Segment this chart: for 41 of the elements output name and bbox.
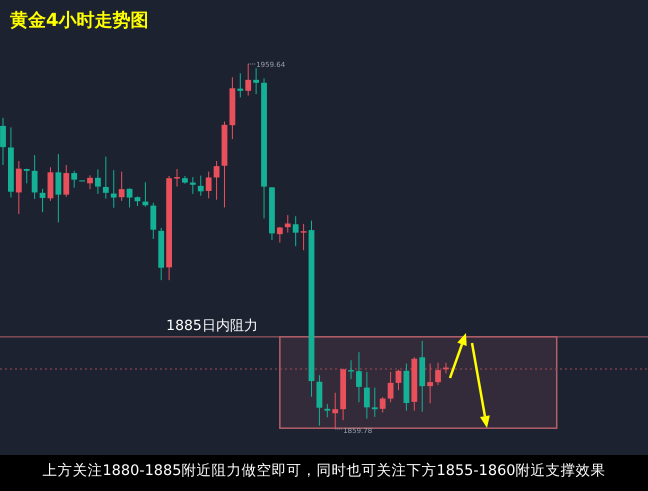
- candlestick: [24, 168, 30, 184]
- candlestick: [32, 154, 38, 200]
- ref-line-label: 1885日内阻力: [166, 318, 258, 334]
- candlestick: [396, 369, 402, 391]
- chart-title: 黄金4小时走势图: [9, 10, 149, 31]
- candlestick: [110, 170, 117, 208]
- candlestick: [292, 216, 299, 247]
- candlestick: [253, 68, 260, 95]
- candlestick: [55, 154, 62, 223]
- candlestick: [190, 176, 196, 194]
- candlestick: [435, 362, 441, 386]
- candlestick: [348, 360, 354, 380]
- candlestick: [332, 392, 338, 430]
- candlestick: [71, 170, 78, 188]
- candlestick: [198, 175, 204, 196]
- candlestick: [118, 171, 125, 202]
- candlestick: [0, 117, 6, 166]
- candlestick: [427, 363, 434, 404]
- candlestick: [40, 188, 46, 213]
- candlestick: [276, 226, 283, 244]
- candlestick: [388, 371, 394, 403]
- candlestick: [126, 188, 132, 208]
- candlestick: [16, 160, 22, 215]
- candlestick: [300, 223, 306, 251]
- candlestick: [95, 168, 101, 194]
- candlestick: [443, 362, 449, 374]
- candlestick: [134, 196, 140, 206]
- candlestick: [245, 64, 252, 96]
- candlestick: [102, 156, 109, 200]
- candlestick: [364, 371, 370, 420]
- candlestick: [284, 214, 291, 234]
- candlestick: [356, 352, 362, 403]
- candlestick: [237, 72, 244, 98]
- candlestick: [142, 182, 148, 208]
- text: 上方关注1880-1885附近阻力做空即可，同时也可关注下方1855-1860附近支撑效果: [42, 462, 606, 479]
- candlestick: [87, 174, 93, 190]
- candlestick: [174, 168, 180, 188]
- candlestick: [206, 171, 212, 199]
- candlestick: [214, 160, 220, 200]
- candlestick: [380, 396, 386, 413]
- candlestick: [63, 164, 70, 198]
